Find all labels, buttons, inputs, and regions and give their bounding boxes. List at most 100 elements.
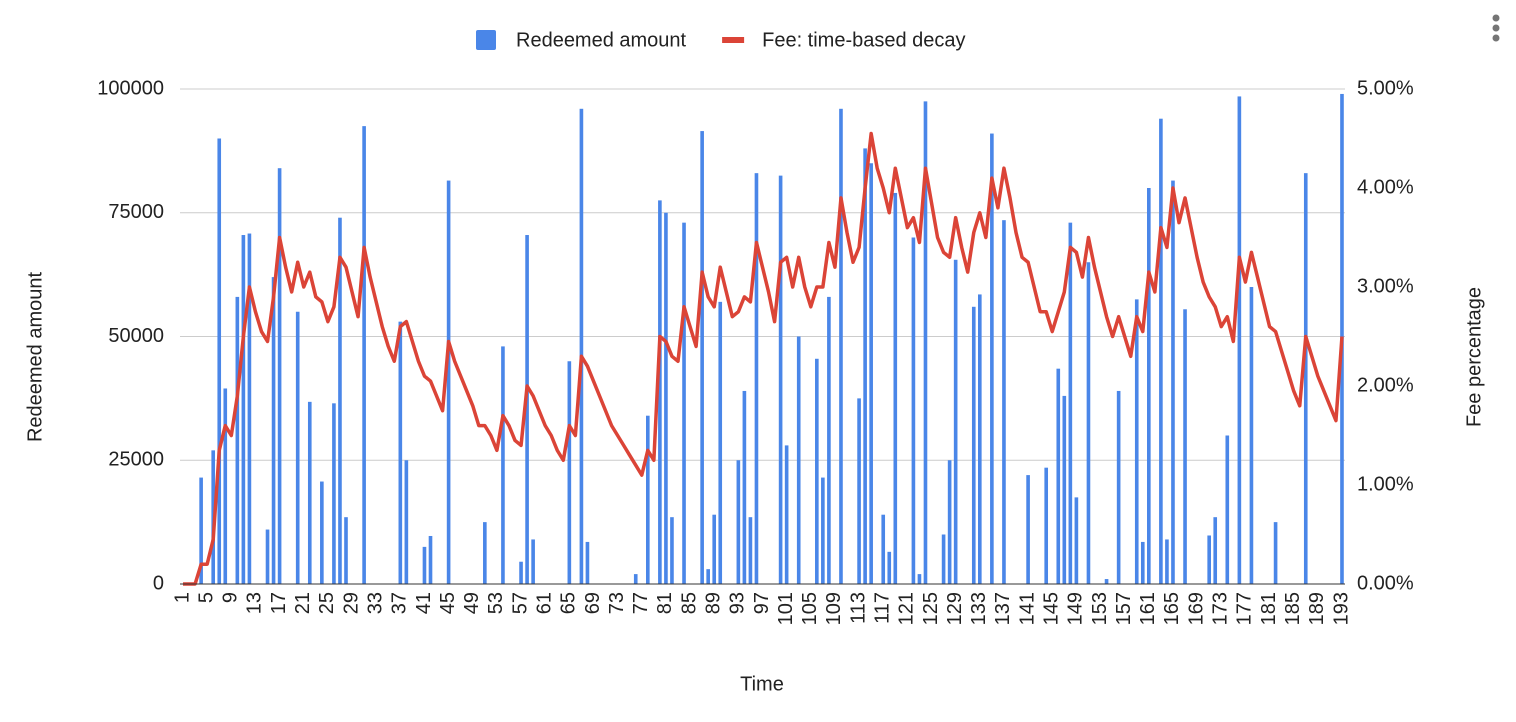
x-tick-label: 5 (195, 592, 217, 603)
bar (398, 321, 403, 584)
x-tick-label: 141 (1016, 592, 1038, 625)
bar (796, 336, 801, 584)
x-tick-label: 113 (847, 592, 869, 624)
x-tick-label: 29 (340, 592, 362, 614)
x-tick-label: 105 (799, 592, 821, 625)
bar (706, 569, 710, 584)
x-tick-label: 169 (1185, 592, 1207, 625)
bar (1086, 262, 1091, 584)
x-tick-label: 69 (582, 592, 604, 614)
bar (633, 574, 638, 584)
x-tick-label: 109 (823, 592, 845, 625)
y2-tick-label: 0.00% (1357, 572, 1414, 594)
bar (784, 445, 789, 584)
bar (815, 358, 819, 584)
x-tick-label: 93 (727, 592, 749, 614)
y-tick-label: 100000 (97, 77, 164, 99)
bar (1171, 180, 1175, 584)
bar (1104, 579, 1109, 584)
y-tick-label: 0 (153, 572, 164, 594)
x-tick-label: 37 (389, 592, 411, 614)
bar (754, 173, 759, 584)
x-tick-label: 89 (702, 592, 724, 614)
x-tick-label: 81 (654, 592, 676, 614)
bar (362, 126, 366, 584)
x-tick-label: 13 (244, 592, 266, 614)
x-tick-label: 177 (1234, 592, 1256, 625)
x-tick-label: 133 (968, 592, 990, 625)
bar (519, 561, 523, 584)
bar (1249, 287, 1254, 584)
legend-item: Fee: time-based decay (722, 29, 966, 51)
bar (881, 514, 886, 584)
bar (1140, 541, 1145, 584)
x-tick-label: 181 (1258, 592, 1280, 625)
bar (525, 235, 529, 584)
y2-tick-label: 2.00% (1357, 374, 1414, 396)
y-tick-label: 25000 (108, 449, 164, 471)
x-tick-label: 9 (220, 592, 242, 603)
x-tick-label: 49 (461, 592, 483, 614)
bar (971, 306, 976, 584)
bar (893, 192, 898, 584)
bar (531, 539, 535, 584)
legend-label: Fee: time-based decay (762, 29, 965, 51)
x-tick-label: 157 (1113, 592, 1135, 625)
bar (947, 460, 952, 584)
bar (1074, 497, 1079, 584)
x-tick-label: 65 (558, 592, 580, 614)
y2-tick-label: 3.00% (1357, 275, 1414, 297)
bar (941, 534, 946, 584)
bar (1207, 535, 1211, 584)
bar (1225, 435, 1230, 584)
bar (700, 131, 704, 584)
x-tick-label: 161 (1137, 592, 1159, 625)
x-tick-label: 57 (509, 592, 531, 614)
x-tick-label: 21 (292, 592, 314, 614)
bar (338, 217, 342, 584)
bar (271, 277, 276, 584)
bar (422, 546, 427, 584)
bar (977, 294, 982, 584)
x-tick-label: 77 (630, 592, 652, 614)
bar (1116, 390, 1121, 584)
bar (742, 390, 747, 584)
y2-tick-label: 4.00% (1357, 176, 1414, 198)
bar (579, 108, 584, 585)
bar (778, 175, 783, 584)
bar (658, 200, 662, 584)
bar (585, 541, 590, 584)
x-tick-label: 1 (171, 592, 193, 603)
bar (567, 361, 572, 584)
y2-axis-title: Fee percentage (1463, 287, 1485, 427)
bar (1002, 220, 1006, 585)
bar (1068, 222, 1073, 584)
x-tick-label: 125 (920, 592, 942, 625)
bar (911, 237, 916, 584)
menu-dot (1492, 34, 1500, 42)
bar (446, 180, 451, 584)
x-tick-label: 73 (606, 592, 628, 614)
menu-icon[interactable] (1492, 14, 1500, 42)
bar (748, 517, 753, 584)
bar (295, 311, 300, 584)
x-tick-label: 173 (1210, 592, 1232, 625)
x-tick-label: 153 (1089, 592, 1111, 625)
bar (1147, 188, 1151, 584)
bar (501, 346, 505, 584)
x-tick-label: 149 (1065, 592, 1087, 625)
x-tick-label: 33 (364, 592, 386, 614)
bar (827, 296, 831, 584)
bar (217, 138, 222, 584)
bar (664, 212, 668, 584)
x-tick-label: 185 (1282, 592, 1304, 625)
bar (953, 259, 958, 584)
bar (990, 133, 994, 585)
x-tick-label: 193 (1330, 592, 1352, 625)
bar (736, 460, 741, 584)
bar (1273, 522, 1278, 584)
bar (332, 403, 336, 584)
bar (682, 222, 686, 584)
x-tick-label: 129 (944, 592, 966, 625)
